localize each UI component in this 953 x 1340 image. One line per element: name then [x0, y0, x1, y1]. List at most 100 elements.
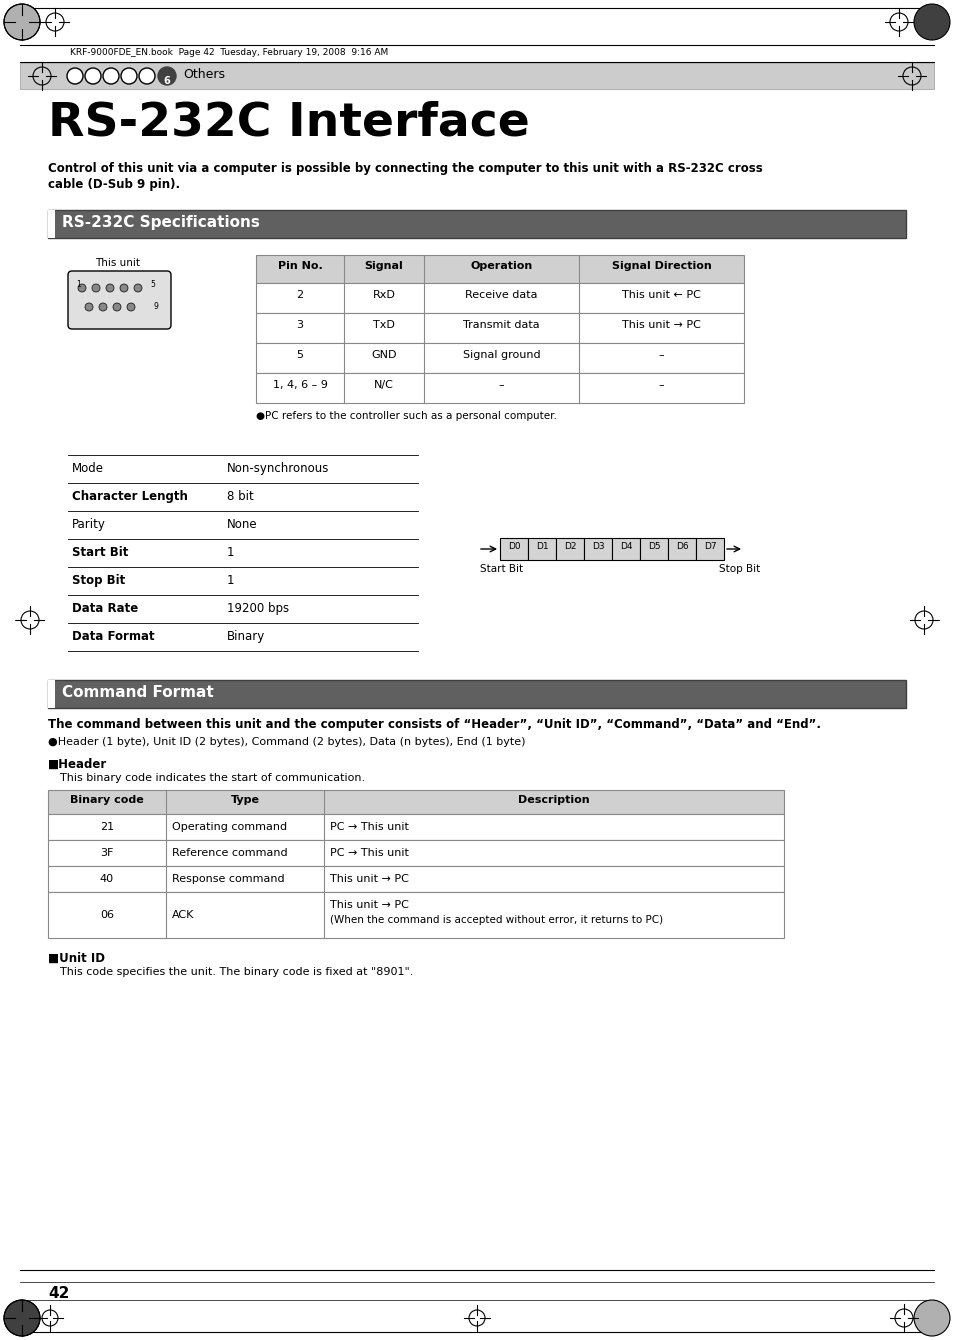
Bar	[639, 537, 667, 560]
Bar	[48, 840, 783, 866]
Circle shape	[78, 284, 86, 292]
Text: 8 bit: 8 bit	[227, 490, 253, 502]
Circle shape	[112, 303, 121, 311]
Circle shape	[139, 68, 154, 84]
Text: 5: 5	[150, 280, 154, 289]
Bar	[48, 813, 783, 840]
Text: D0: D0	[507, 541, 519, 551]
Circle shape	[4, 4, 40, 40]
Bar	[48, 210, 55, 239]
Text: None: None	[227, 519, 257, 531]
Text: D2: D2	[563, 541, 576, 551]
Text: TxD: TxD	[373, 320, 395, 330]
Text: ●PC refers to the controller such as a personal computer.: ●PC refers to the controller such as a p…	[255, 411, 557, 421]
Text: 5: 5	[296, 350, 303, 360]
Text: Character Length: Character Length	[71, 490, 188, 502]
Text: 2: 2	[296, 289, 303, 300]
Text: 9: 9	[153, 302, 159, 311]
Text: This binary code indicates the start of communication.: This binary code indicates the start of …	[60, 773, 365, 783]
Text: Command Format: Command Format	[62, 685, 213, 699]
Text: cable (D-Sub 9 pin).: cable (D-Sub 9 pin).	[48, 178, 180, 192]
Text: Operation: Operation	[470, 261, 532, 271]
Text: Receive data: Receive data	[465, 289, 537, 300]
Text: (When the command is accepted without error, it returns to PC): (When the command is accepted without er…	[330, 915, 662, 925]
Text: 40: 40	[100, 874, 114, 884]
Bar	[696, 537, 723, 560]
Text: Pin No.: Pin No.	[277, 261, 322, 271]
Text: Response command: Response command	[172, 874, 284, 884]
Text: KRF-9000FDE_EN.book  Page 42  Tuesday, February 19, 2008  9:16 AM: KRF-9000FDE_EN.book Page 42 Tuesday, Feb…	[70, 48, 388, 58]
Text: Binary: Binary	[227, 630, 265, 643]
Circle shape	[91, 284, 100, 292]
Text: Stop Bit: Stop Bit	[719, 564, 760, 574]
Text: Non-synchronous: Non-synchronous	[227, 462, 329, 474]
Bar	[20, 63, 933, 88]
Text: 6: 6	[164, 76, 171, 87]
Circle shape	[913, 1300, 949, 1336]
Circle shape	[85, 303, 92, 311]
Text: This unit → PC: This unit → PC	[330, 874, 409, 884]
Text: D3: D3	[591, 541, 603, 551]
Text: D6: D6	[675, 541, 688, 551]
Text: –: –	[498, 381, 504, 390]
Bar	[255, 373, 743, 403]
Circle shape	[158, 67, 175, 84]
Text: Start Bit: Start Bit	[71, 545, 129, 559]
Circle shape	[99, 303, 107, 311]
Text: 1, 4, 6 – 9: 1, 4, 6 – 9	[273, 381, 327, 390]
Text: Transmit data: Transmit data	[463, 320, 539, 330]
Text: Stop Bit: Stop Bit	[71, 574, 125, 587]
Text: Parity: Parity	[71, 519, 106, 531]
FancyBboxPatch shape	[68, 271, 171, 330]
Text: N/C: N/C	[374, 381, 394, 390]
Text: Operating command: Operating command	[172, 821, 287, 832]
Circle shape	[85, 68, 101, 84]
Text: PC → This unit: PC → This unit	[330, 821, 409, 832]
Circle shape	[106, 284, 113, 292]
Text: Signal Direction: Signal Direction	[611, 261, 711, 271]
Text: Binary code: Binary code	[71, 795, 144, 805]
Text: 19200 bps: 19200 bps	[227, 602, 289, 615]
Circle shape	[103, 68, 119, 84]
Bar	[48, 866, 783, 892]
Text: Control of this unit via a computer is possible by connecting the computer to th: Control of this unit via a computer is p…	[48, 162, 762, 176]
Bar	[48, 791, 783, 813]
Bar	[583, 537, 612, 560]
Bar	[255, 283, 743, 314]
Bar	[48, 210, 905, 239]
Bar	[255, 255, 743, 283]
Text: ■Header: ■Header	[48, 758, 107, 770]
Text: This unit: This unit	[95, 259, 140, 268]
Circle shape	[133, 284, 142, 292]
Text: Reference command: Reference command	[172, 848, 287, 858]
Bar	[48, 892, 783, 938]
Bar	[612, 537, 639, 560]
Text: This code specifies the unit. The binary code is fixed at "8901".: This code specifies the unit. The binary…	[60, 967, 413, 977]
Bar	[48, 679, 905, 708]
Text: Start Bit: Start Bit	[479, 564, 522, 574]
Text: Signal: Signal	[364, 261, 403, 271]
Bar	[556, 537, 583, 560]
Text: Data Format: Data Format	[71, 630, 154, 643]
Circle shape	[121, 68, 137, 84]
Circle shape	[913, 4, 949, 40]
Bar	[499, 537, 527, 560]
Text: 3F: 3F	[100, 848, 113, 858]
Text: RxD: RxD	[373, 289, 395, 300]
Text: D4: D4	[619, 541, 632, 551]
Text: 06: 06	[100, 910, 113, 921]
Circle shape	[127, 303, 135, 311]
Text: ■Unit ID: ■Unit ID	[48, 951, 105, 965]
Text: 1: 1	[227, 545, 234, 559]
Text: Signal ground: Signal ground	[462, 350, 539, 360]
Text: This unit → PC: This unit → PC	[621, 320, 700, 330]
Text: PC → This unit: PC → This unit	[330, 848, 409, 858]
Text: 3: 3	[296, 320, 303, 330]
Text: Data Rate: Data Rate	[71, 602, 138, 615]
Bar	[255, 343, 743, 373]
Text: Mode: Mode	[71, 462, 104, 474]
Bar	[48, 679, 55, 708]
Text: D7: D7	[703, 541, 716, 551]
Bar	[527, 537, 556, 560]
Text: This unit → PC: This unit → PC	[330, 900, 409, 910]
